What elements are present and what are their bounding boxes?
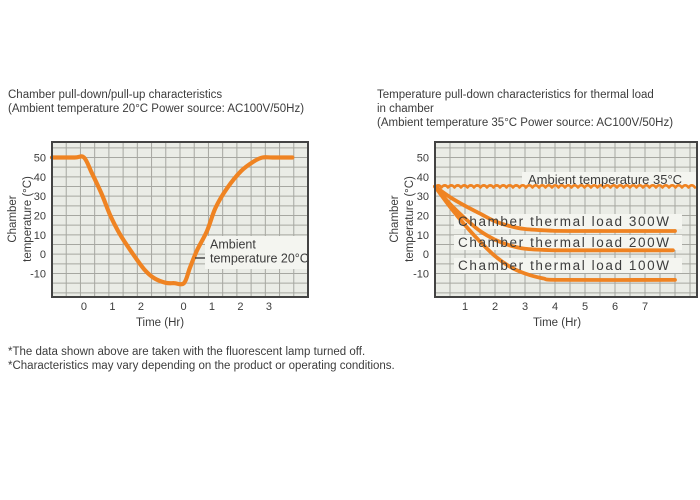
left-chart-subtitle: (Ambient temperature 20°C Power source: …	[8, 103, 305, 115]
x-tick-label: 7	[642, 301, 648, 313]
x-tick-label: 3	[266, 301, 272, 313]
x-tick-label: 5	[582, 301, 588, 313]
y-axis-title: Chamber	[7, 195, 19, 242]
series-ambient-temperature-35c	[433, 183, 697, 189]
x-tick-label: 6	[612, 301, 618, 313]
y-tick-label: 0	[40, 249, 46, 261]
left-chart-title: Chamber pull-down/pull-up characteristic…	[8, 89, 223, 101]
x-tick-label: 1	[209, 301, 215, 313]
y-tick-label: -10	[30, 268, 46, 280]
y-tick-label: 40	[417, 172, 429, 184]
y-tick-label: 20	[34, 210, 46, 222]
note-disclaimer: *Characteristics may vary depending on t…	[8, 360, 395, 372]
x-tick-label: 2	[237, 301, 243, 313]
y-tick-label: 40	[34, 172, 46, 184]
x-tick-label: 3	[522, 301, 528, 313]
y-axis-title: temperature (°C)	[22, 176, 34, 262]
plot-border	[51, 141, 309, 298]
thermal-load-chart: Ambient temperature 35°C Chamber thermal …	[389, 141, 698, 329]
annotation-label: Chamber thermal load 300W	[458, 214, 671, 229]
x-tick-label: 0	[180, 301, 186, 313]
right-chart-title: Temperature pull-down characteristics fo…	[377, 89, 654, 115]
plot-border	[434, 141, 698, 298]
series-chamber-temperature	[49, 154, 295, 287]
x-tick-label: 1	[462, 301, 468, 313]
footnotes: *The data shown above are taken with the…	[8, 345, 395, 373]
annotation-label: Chamber thermal load 100W	[458, 258, 671, 273]
x-axis-title: Time (Hr)	[533, 317, 581, 329]
y-tick-label: 50	[34, 153, 46, 165]
annotation-label: Ambient temperature 35°C	[528, 172, 682, 187]
y-tick-label: 50	[417, 153, 429, 165]
y-tick-label: 30	[417, 191, 429, 203]
x-tick-label: 2	[492, 301, 498, 313]
annotation-label: Ambient	[210, 238, 256, 252]
y-tick-label: 10	[417, 230, 429, 242]
x-tick-label: 0	[81, 301, 87, 313]
x-tick-label: 4	[552, 301, 558, 313]
note-fluorescent-lamp: *The data shown above are taken with the…	[8, 346, 366, 358]
right-chart-title-block: Temperature pull-down characteristics fo…	[377, 88, 700, 130]
y-axis-title: Chamber	[389, 195, 401, 242]
annotation-box	[205, 236, 308, 269]
y-tick-label: 10	[34, 230, 46, 242]
annotation-label: Chamber thermal load 200W	[458, 235, 671, 250]
y-tick-label: -10	[413, 268, 429, 280]
x-tick-label: 1	[109, 301, 115, 313]
series-chamber-thermal-load-100w	[433, 184, 677, 282]
annotation-label: temperature 20°C	[210, 252, 309, 266]
annotation-box	[522, 172, 697, 187]
y-tick-label: 30	[34, 191, 46, 203]
x-axis-title: Time (Hr)	[136, 317, 184, 329]
x-tick-label: 2	[138, 301, 144, 313]
series-chamber-thermal-load-300w	[433, 184, 677, 233]
left-chart-title-block: Chamber pull-down/pull-up characteristic…	[8, 88, 368, 116]
series-chamber-thermal-load-200w	[433, 184, 675, 253]
y-axis-title: temperature (°C)	[404, 176, 416, 262]
y-tick-label: 20	[417, 210, 429, 222]
y-tick-label: 0	[423, 249, 429, 261]
right-chart-subtitle: (Ambient temperature 35°C Power source: …	[377, 117, 674, 129]
